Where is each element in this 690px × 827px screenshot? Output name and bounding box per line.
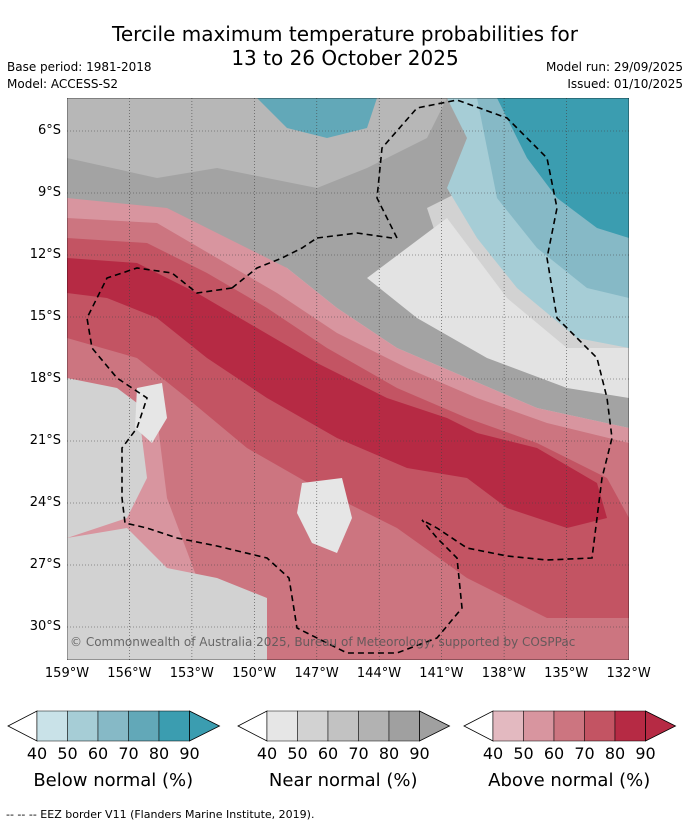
meta-right: Model run: 29/09/2025 Issued: 01/10/2025 (546, 59, 683, 93)
colorbar-tick-label: 90 (409, 744, 430, 763)
colorbar-segment (266, 710, 298, 742)
colorbar-segment (327, 710, 359, 742)
longitude-label: 132°W (606, 666, 651, 681)
colorbar-segment (523, 710, 555, 742)
longitude-label: 150°W (232, 666, 277, 681)
model-name: Model: ACCESS-S2 (7, 77, 119, 91)
latitude-label: 21°S (29, 433, 61, 448)
near-normal-patch-3 (135, 383, 167, 443)
colorbar-tick-label: 50 (513, 744, 534, 763)
colorbar-segment (297, 710, 329, 742)
colorbar-tick-label: 50 (57, 744, 78, 763)
colorbar-segment (97, 710, 129, 742)
latitude-label: 15°S (29, 309, 61, 324)
colorbar-segment (158, 710, 190, 742)
colorbar-segment (584, 710, 616, 742)
title-line-2: 13 to 26 October 2025 (231, 46, 459, 70)
colorbar-tick-label: 40 (482, 744, 504, 763)
colorbar-tick-label: 40 (256, 744, 278, 763)
colorbar-tick-label: 40 (26, 744, 48, 763)
colorbar-low-arrow (237, 710, 268, 742)
colorbar-title: Below normal (%) (33, 770, 194, 791)
longitude-label: 153°W (169, 666, 214, 681)
colorbar-title: Above normal (%) (488, 770, 651, 791)
latitude-label: 6°S (37, 123, 61, 138)
model-run: Model run: 29/09/2025 (545, 60, 683, 74)
near-normal-light-band (367, 218, 629, 398)
longitude-label: 156°W (107, 666, 152, 681)
colorbar (463, 710, 677, 742)
meta-left: Base period: 1981-2018 Model: ACCESS-S2 (7, 59, 152, 93)
colorbar-tick-label: 60 (87, 744, 109, 763)
above-normal-east-core (457, 428, 607, 528)
colorbar-tick-label: 90 (179, 744, 200, 763)
colorbar-low-arrow (463, 710, 494, 742)
issued-date: Issued: 01/10/2025 (567, 77, 683, 91)
copyright-notice: © Commonwealth of Australia 2025, Bureau… (70, 635, 575, 649)
latitude-label: 27°S (29, 557, 61, 572)
colorbar-segment (614, 710, 646, 742)
eez-footnote: -- -- -- EEZ border V11 (Flanders Marine… (6, 808, 315, 821)
longitude-label: 138°W (481, 666, 526, 681)
colorbar-high-arrow (645, 710, 677, 742)
eez-border (86, 99, 613, 654)
latitude-label: 12°S (29, 247, 61, 262)
title-line-1: Tercile maximum temperature probabilitie… (112, 22, 578, 46)
colorbar (237, 710, 451, 742)
colorbar-tick-label: 80 (604, 744, 626, 763)
colorbar-segment (67, 710, 99, 742)
colorbar-tick-label: 80 (148, 744, 170, 763)
above-normal-region-90 (67, 258, 487, 478)
longitude-label: 147°W (294, 666, 339, 681)
longitude-label: 144°W (356, 666, 402, 681)
base-period: Base period: 1981-2018 (7, 60, 152, 74)
below-normal-northwest (257, 98, 377, 138)
colorbar-high-arrow (419, 710, 451, 742)
colorbar (7, 710, 221, 742)
colorbar-tick-label: 70 (574, 744, 595, 763)
colorbar-segment (388, 710, 420, 742)
longitude-label: 141°W (419, 666, 464, 681)
colorbar-title: Near normal (%) (268, 770, 418, 791)
colorbar-low-arrow (7, 710, 38, 742)
colorbar-tick-label: 60 (543, 744, 565, 763)
colorbar-tick-label: 50 (287, 744, 308, 763)
colorbar-segment (358, 710, 390, 742)
colorbar-tick-label: 70 (348, 744, 369, 763)
latitude-label: 24°S (29, 495, 61, 510)
latitude-label: 30°S (29, 619, 61, 634)
map-title: Tercile maximum temperature probabilitie… (0, 22, 690, 70)
probability-map: © Commonwealth of Australia 2025, Bureau… (67, 98, 629, 660)
near-normal-patch-1 (297, 478, 352, 553)
colorbar-segment (492, 710, 524, 742)
colorbar-tick-label: 70 (118, 744, 139, 763)
grid-lines (67, 98, 629, 660)
colorbar-segment (128, 710, 160, 742)
colorbar-segment (553, 710, 585, 742)
colorbar-tick-label: 80 (378, 744, 400, 763)
colorbar-tick-label: 90 (635, 744, 656, 763)
colorbar-high-arrow (189, 710, 221, 742)
longitude-label: 159°W (44, 666, 90, 681)
latitude-label: 18°S (29, 371, 61, 386)
colorbar-tick-label: 60 (317, 744, 339, 763)
colorbar-segment (36, 710, 68, 742)
below-normal-region-strong (497, 98, 629, 238)
latitude-label: 9°S (37, 185, 61, 200)
longitude-label: 135°W (544, 666, 589, 681)
